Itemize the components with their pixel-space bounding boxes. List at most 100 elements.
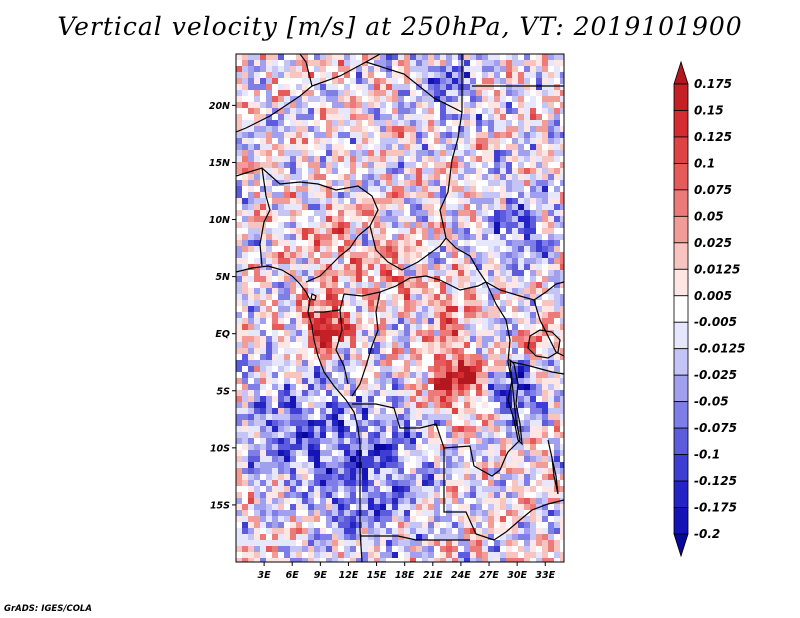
- x-tick-label: 24E: [451, 570, 471, 581]
- velocity-cell: [506, 534, 512, 540]
- velocity-cell: [524, 390, 530, 396]
- velocity-cell: [386, 510, 392, 516]
- velocity-cell: [464, 474, 470, 480]
- velocity-cell: [458, 384, 464, 390]
- velocity-cell: [332, 330, 338, 336]
- velocity-cell: [548, 132, 554, 138]
- colorbar-label: -0.175: [694, 501, 737, 515]
- velocity-cell: [374, 426, 380, 432]
- velocity-cell: [290, 354, 296, 360]
- velocity-cell: [434, 204, 440, 210]
- velocity-cell: [302, 234, 308, 240]
- velocity-cell: [266, 456, 272, 462]
- velocity-cell: [464, 198, 470, 204]
- velocity-cell: [242, 162, 248, 168]
- velocity-cell: [482, 516, 488, 522]
- velocity-cell: [536, 300, 542, 306]
- velocity-cell: [518, 438, 524, 444]
- velocity-cell: [302, 462, 308, 468]
- velocity-cell: [350, 114, 356, 120]
- velocity-cell: [356, 396, 362, 402]
- velocity-cell: [236, 498, 242, 504]
- velocity-cell: [380, 252, 386, 258]
- velocity-cell: [482, 288, 488, 294]
- velocity-cell: [266, 234, 272, 240]
- velocity-cell: [302, 312, 308, 318]
- velocity-cell: [500, 372, 506, 378]
- velocity-cell: [314, 432, 320, 438]
- velocity-cell: [326, 498, 332, 504]
- velocity-cell: [344, 330, 350, 336]
- velocity-cell: [308, 228, 314, 234]
- velocity-cell: [452, 264, 458, 270]
- velocity-cell: [266, 192, 272, 198]
- velocity-cell: [320, 492, 326, 498]
- velocity-cell: [524, 534, 530, 540]
- velocity-cell: [530, 84, 536, 90]
- velocity-cell: [518, 330, 524, 336]
- velocity-cell: [242, 318, 248, 324]
- velocity-cell: [248, 264, 254, 270]
- velocity-cell: [278, 186, 284, 192]
- velocity-cell: [470, 240, 476, 246]
- velocity-cell: [380, 162, 386, 168]
- velocity-cell: [470, 198, 476, 204]
- velocity-cell: [434, 240, 440, 246]
- velocity-cell: [434, 462, 440, 468]
- velocity-cell: [440, 336, 446, 342]
- velocity-cell: [548, 198, 554, 204]
- velocity-cell: [320, 384, 326, 390]
- velocity-cell: [284, 108, 290, 114]
- velocity-cell: [434, 516, 440, 522]
- velocity-cell: [488, 324, 494, 330]
- velocity-cell: [374, 234, 380, 240]
- velocity-cell: [560, 504, 564, 510]
- velocity-cell: [260, 234, 266, 240]
- velocity-cell: [338, 456, 344, 462]
- velocity-cell: [470, 318, 476, 324]
- velocity-cell: [254, 60, 260, 66]
- velocity-cell: [446, 132, 452, 138]
- velocity-cell: [290, 558, 296, 562]
- velocity-cell: [326, 96, 332, 102]
- velocity-cell: [380, 312, 386, 318]
- velocity-cell: [428, 474, 434, 480]
- velocity-cell: [266, 258, 272, 264]
- velocity-cell: [500, 270, 506, 276]
- velocity-cell: [326, 420, 332, 426]
- velocity-cell: [386, 192, 392, 198]
- velocity-cell: [320, 174, 326, 180]
- velocity-cell: [290, 162, 296, 168]
- velocity-cell: [518, 294, 524, 300]
- velocity-cell: [290, 396, 296, 402]
- velocity-cell: [494, 234, 500, 240]
- velocity-cell: [368, 414, 374, 420]
- velocity-cell: [296, 240, 302, 246]
- velocity-cell: [404, 480, 410, 486]
- velocity-cell: [296, 234, 302, 240]
- velocity-cell: [482, 66, 488, 72]
- map-plot: [236, 54, 564, 562]
- velocity-cell: [272, 180, 278, 186]
- velocity-cell: [422, 366, 428, 372]
- velocity-cell: [500, 318, 506, 324]
- velocity-cell: [284, 210, 290, 216]
- velocity-cell: [410, 552, 416, 558]
- velocity-cell: [524, 216, 530, 222]
- velocity-cell: [374, 384, 380, 390]
- velocity-cell: [344, 102, 350, 108]
- velocity-cell: [494, 132, 500, 138]
- velocity-cell: [524, 72, 530, 78]
- velocity-cell: [446, 342, 452, 348]
- velocity-cell: [350, 252, 356, 258]
- velocity-cell: [296, 546, 302, 552]
- velocity-cell: [422, 348, 428, 354]
- velocity-cell: [392, 84, 398, 90]
- velocity-cell: [482, 456, 488, 462]
- velocity-cell: [560, 522, 564, 528]
- velocity-cell: [260, 282, 266, 288]
- velocity-cell: [500, 498, 506, 504]
- velocity-cell: [416, 222, 422, 228]
- velocity-cell: [392, 240, 398, 246]
- velocity-cell: [518, 54, 524, 60]
